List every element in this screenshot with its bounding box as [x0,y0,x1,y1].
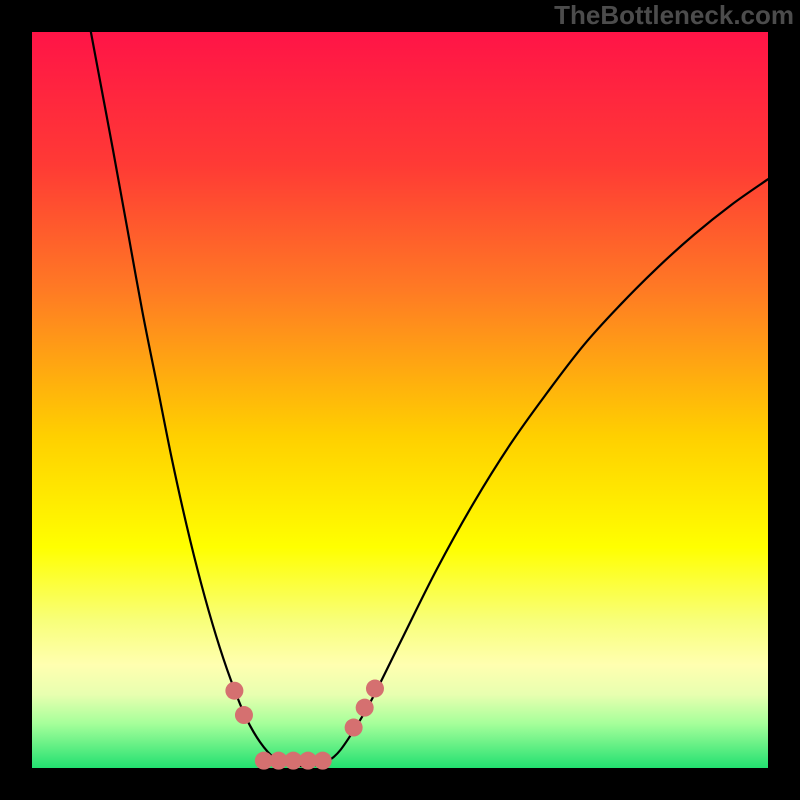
marker-point [314,752,332,770]
marker-point [235,706,253,724]
chart-svg-layer [32,32,768,768]
marker-point [345,719,363,737]
marker-point [366,680,384,698]
watermark-text: TheBottleneck.com [554,0,794,31]
chart-root: TheBottleneck.com [0,0,800,800]
marker-point [225,682,243,700]
curve-left [91,32,290,764]
curve-right [319,179,768,764]
marker-point [356,699,374,717]
